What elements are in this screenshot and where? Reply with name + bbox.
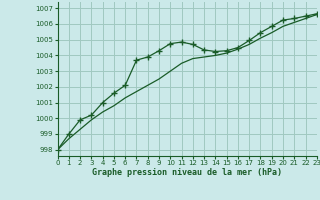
X-axis label: Graphe pression niveau de la mer (hPa): Graphe pression niveau de la mer (hPa) (92, 168, 282, 177)
